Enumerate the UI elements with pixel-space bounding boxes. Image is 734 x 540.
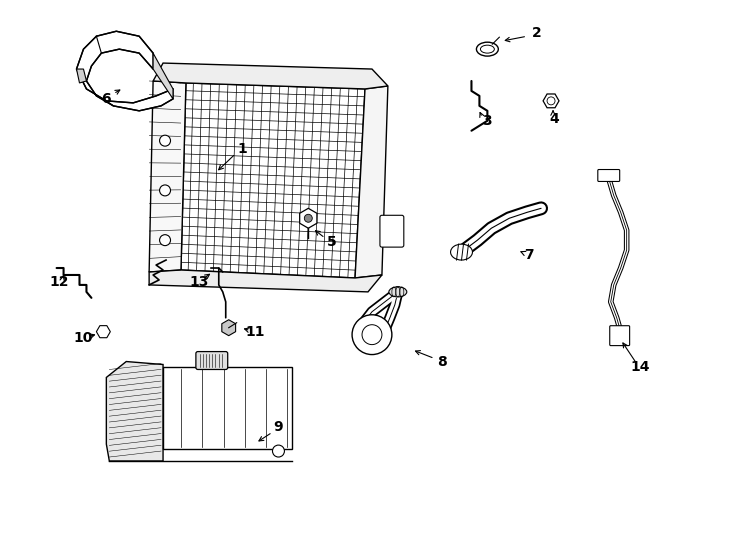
Polygon shape [153, 63, 388, 89]
Circle shape [159, 235, 170, 246]
Text: 12: 12 [50, 275, 69, 289]
Ellipse shape [476, 42, 498, 56]
Polygon shape [149, 270, 382, 292]
Text: 6: 6 [101, 92, 111, 106]
Ellipse shape [451, 244, 473, 260]
Text: 13: 13 [189, 275, 208, 289]
Text: 7: 7 [524, 248, 534, 262]
FancyBboxPatch shape [196, 352, 228, 369]
Polygon shape [149, 81, 186, 272]
Circle shape [159, 185, 170, 196]
Text: 3: 3 [482, 114, 493, 128]
Text: 5: 5 [327, 235, 337, 249]
Text: 4: 4 [549, 112, 559, 126]
Polygon shape [355, 86, 388, 278]
Polygon shape [106, 361, 163, 461]
FancyBboxPatch shape [597, 170, 619, 181]
Text: 2: 2 [532, 26, 542, 40]
Text: 14: 14 [631, 361, 650, 375]
Text: 10: 10 [74, 330, 93, 345]
Ellipse shape [389, 287, 407, 297]
Circle shape [352, 315, 392, 355]
Polygon shape [76, 69, 87, 83]
FancyBboxPatch shape [380, 215, 404, 247]
Text: 11: 11 [246, 325, 265, 339]
Circle shape [272, 445, 285, 457]
Polygon shape [181, 83, 365, 278]
Text: 8: 8 [437, 355, 446, 368]
Circle shape [159, 135, 170, 146]
Circle shape [305, 214, 312, 222]
Text: 9: 9 [274, 420, 283, 434]
Text: 1: 1 [238, 141, 247, 156]
Polygon shape [76, 31, 173, 111]
FancyBboxPatch shape [610, 326, 630, 346]
Polygon shape [153, 53, 173, 99]
FancyBboxPatch shape [163, 368, 292, 449]
